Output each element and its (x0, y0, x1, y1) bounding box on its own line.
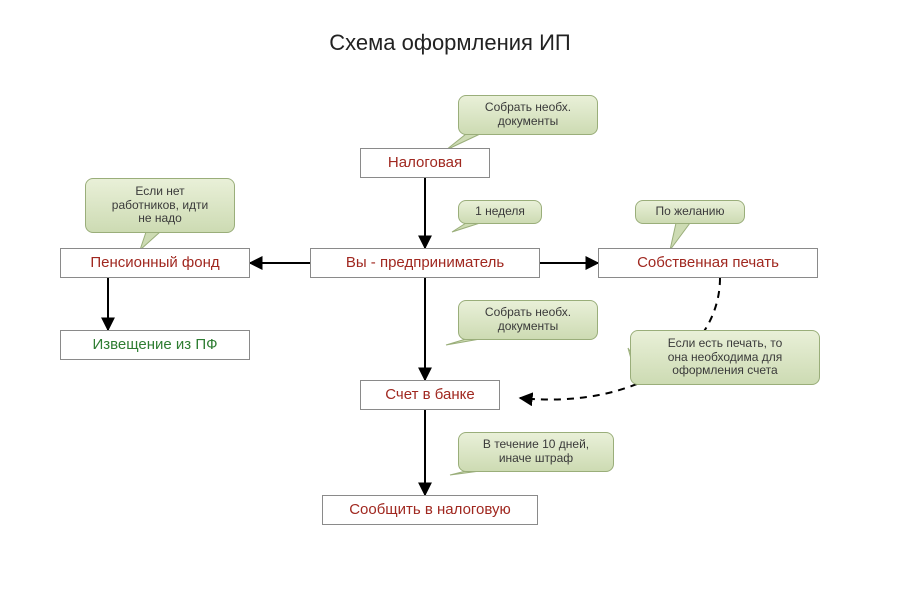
node-bank_account: Счет в банке (360, 380, 500, 410)
node-own_seal: Собственная печать (598, 248, 818, 278)
callout-c_docs_top: Собрать необх. документы (458, 95, 598, 135)
node-entrepreneur: Вы - предприниматель (310, 248, 540, 278)
callout-c_docs_bank: Собрать необх. документы (458, 300, 598, 340)
callout-c_optional: По желанию (635, 200, 745, 224)
callout-c_seal_need: Если есть печать, то она необходима для … (630, 330, 820, 385)
node-tax_office: Налоговая (360, 148, 490, 178)
flowchart-stage: Схема оформления ИП Налоговая Вы - предпр… (0, 0, 900, 600)
callout-c_10days: В течение 10 дней, иначе штраф (458, 432, 614, 472)
node-pension_fund: Пенсионный фонд (60, 248, 250, 278)
diagram-title: Схема оформления ИП (280, 30, 620, 56)
callout-c_no_workers: Если нет работников, идти не надо (85, 178, 235, 233)
callout-c_1week: 1 неделя (458, 200, 542, 224)
node-pf_notice: Извещение из ПФ (60, 330, 250, 360)
node-notify_tax: Сообщить в налоговую (322, 495, 538, 525)
